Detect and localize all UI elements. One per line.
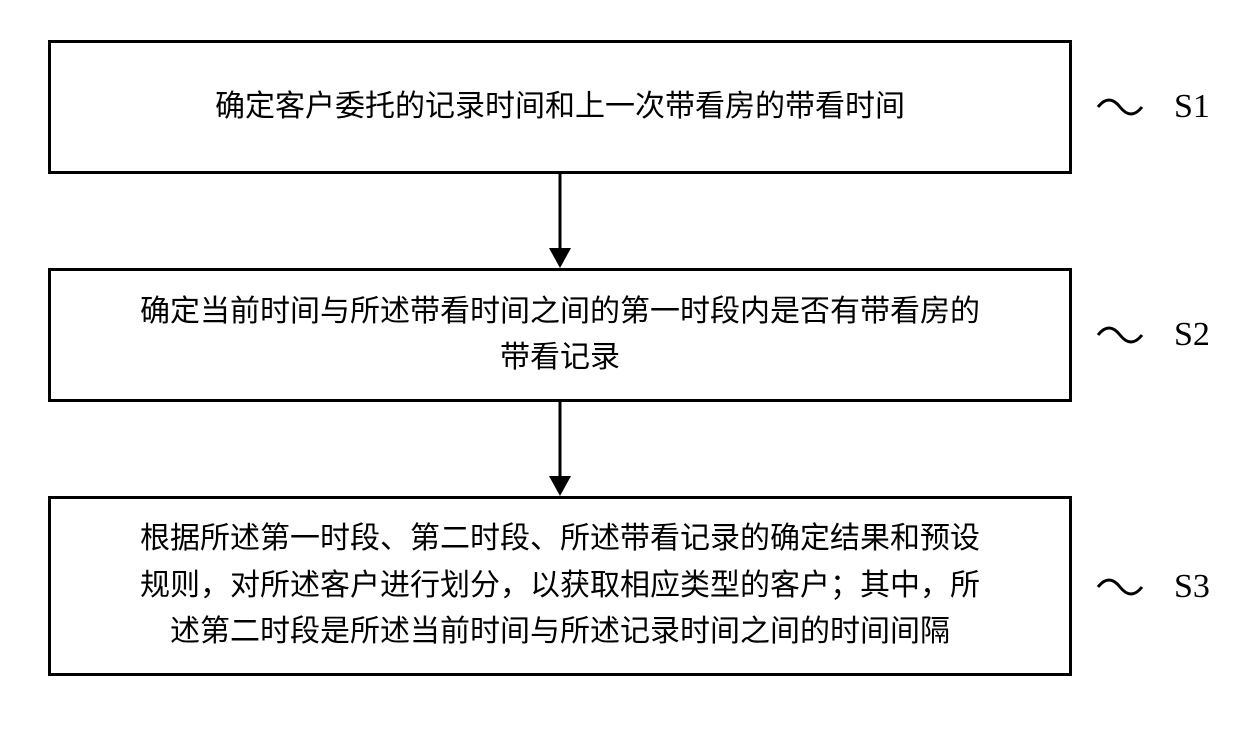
- sine-connector-s3: [1094, 569, 1146, 605]
- flowchart-canvas: 确定客户委托的记录时间和上一次带看房的带看时间 S1 确定当前时间与所述带看时间之间…: [0, 0, 1240, 737]
- sine-connector-s1: [1094, 89, 1146, 125]
- sine-connector-s2: [1094, 317, 1146, 353]
- step-box-s3: 根据所述第一时段、第二时段、所述带看记录的确定结果和预设 规则，对所述客户进行划…: [48, 496, 1072, 676]
- step-box-s1: 确定客户委托的记录时间和上一次带看房的带看时间: [48, 40, 1072, 174]
- arrow-s1-s2: [545, 174, 575, 268]
- arrow-s2-s3: [545, 402, 575, 496]
- step-text-s1: 确定客户委托的记录时间和上一次带看房的带看时间: [215, 84, 905, 131]
- step-label-s2: S2: [1174, 316, 1210, 354]
- step-label-s3: S3: [1174, 568, 1210, 606]
- step-box-s2: 确定当前时间与所述带看时间之间的第一时段内是否有带看房的 带看记录: [48, 268, 1072, 402]
- step-text-s3: 根据所述第一时段、第二时段、所述带看记录的确定结果和预设 规则，对所述客户进行划…: [140, 516, 980, 656]
- step-text-s2: 确定当前时间与所述带看时间之间的第一时段内是否有带看房的 带看记录: [140, 289, 980, 382]
- step-label-s1: S1: [1174, 88, 1210, 126]
